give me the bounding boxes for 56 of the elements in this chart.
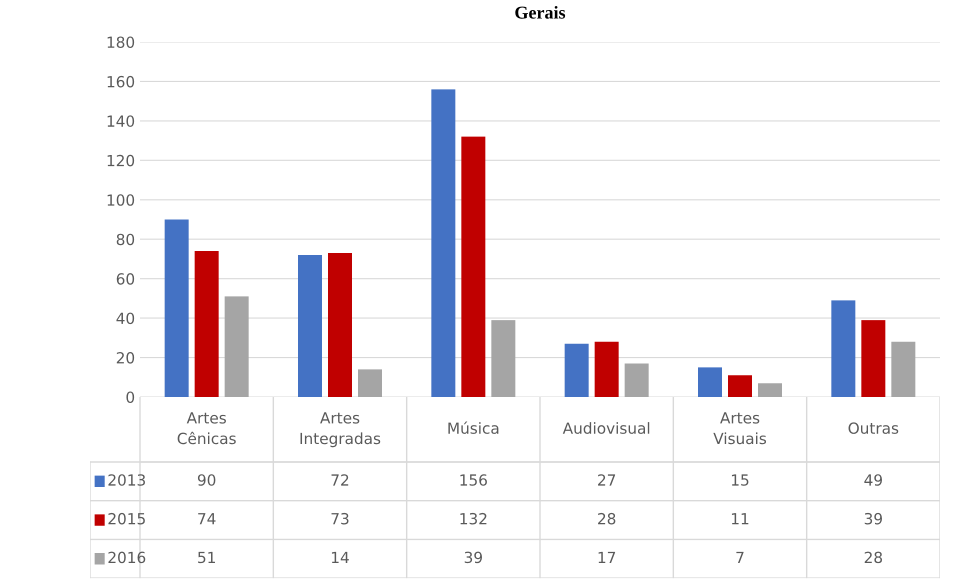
y-tick-label: 120 <box>108 154 134 166</box>
data-label: 132 <box>460 512 486 524</box>
bar <box>564 344 589 397</box>
data-label: 39 <box>464 552 482 564</box>
data-label: 27 <box>598 474 616 486</box>
chart-title: Gerais <box>515 6 566 19</box>
bar <box>758 383 782 397</box>
data-label: 11 <box>732 513 748 524</box>
data-label: 17 <box>598 552 616 563</box>
bar <box>831 300 856 397</box>
bar <box>328 253 352 397</box>
x-tick-label: Audiovisual <box>562 422 650 434</box>
legend-label: 2016 <box>108 552 146 564</box>
bar <box>224 296 249 397</box>
data-label: 14 <box>332 552 349 563</box>
bar <box>431 89 456 397</box>
bar <box>194 251 219 397</box>
data-label: 72 <box>332 474 348 486</box>
data-label: 28 <box>598 512 616 524</box>
bar <box>461 136 486 397</box>
y-tick-label: 40 <box>116 312 134 324</box>
legend-label: 2013 <box>108 474 145 486</box>
y-tick-label: 80 <box>116 234 134 246</box>
data-label: 51 <box>198 552 215 564</box>
bar <box>594 342 619 397</box>
bar <box>358 369 382 397</box>
y-tick-label: 100 <box>108 194 134 206</box>
bar <box>861 320 886 397</box>
x-tick-label: Música <box>448 421 498 434</box>
data-label: 73 <box>332 512 348 524</box>
y-tick-label: 140 <box>108 115 134 127</box>
data-label: 49 <box>864 474 882 486</box>
data-label: 7 <box>736 552 744 563</box>
y-tick-label: 0 <box>126 391 134 404</box>
bar <box>891 342 916 397</box>
data-label: 39 <box>864 512 882 524</box>
bar <box>728 375 752 397</box>
bar <box>491 320 516 397</box>
data-label: 15 <box>732 474 748 486</box>
x-tick-label: Artes Cênicas <box>178 412 236 444</box>
y-tick-label: 180 <box>108 36 134 48</box>
legend-label: 2015 <box>108 512 145 524</box>
y-tick-label: 60 <box>116 273 134 285</box>
data-label: 74 <box>198 513 216 524</box>
data-label: 90 <box>198 474 216 486</box>
data-label: 156 <box>460 474 487 486</box>
x-tick-label: Artes Integradas <box>300 412 380 448</box>
x-tick-label: Outras <box>848 422 898 434</box>
bar <box>164 220 189 397</box>
data-label: 28 <box>864 552 882 564</box>
y-tick-label: 160 <box>108 76 134 88</box>
bar <box>698 367 722 397</box>
y-tick-label: 20 <box>116 352 134 364</box>
x-tick-label: Artes Visuais <box>713 412 766 444</box>
bar <box>298 255 322 397</box>
bar <box>624 363 649 397</box>
